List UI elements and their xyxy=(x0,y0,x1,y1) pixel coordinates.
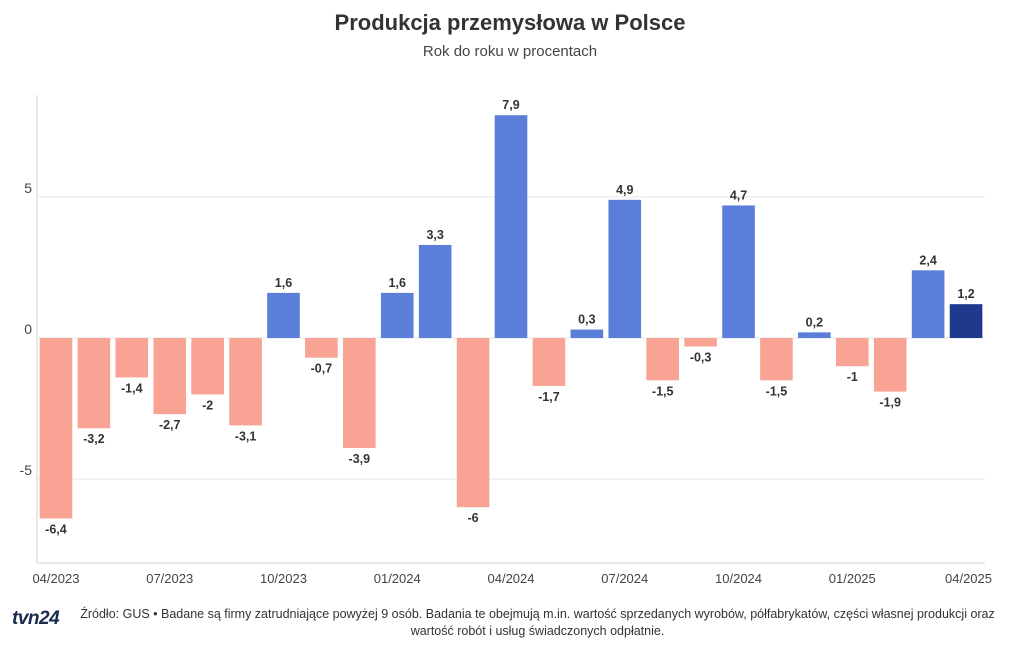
bar xyxy=(835,338,869,367)
bar xyxy=(77,338,111,429)
chart-subtitle: Rok do roku w procentach xyxy=(422,43,598,60)
tvn24-logo: tvn24 xyxy=(12,608,60,629)
bar xyxy=(646,338,679,381)
data-label: 7,9 xyxy=(502,98,519,112)
data-label: -2 xyxy=(202,398,213,412)
data-label: -3,9 xyxy=(349,452,371,466)
data-label: -1,4 xyxy=(121,381,143,395)
bar xyxy=(532,338,566,386)
bar xyxy=(684,338,717,347)
bar xyxy=(153,338,187,415)
data-label: 0,2 xyxy=(806,315,823,329)
x-tick-label: 04/2023 xyxy=(32,571,79,586)
data-label: 1,2 xyxy=(957,287,974,301)
bar xyxy=(570,329,604,338)
x-tick-label: 10/2023 xyxy=(260,571,307,586)
x-tick-label: 04/2025 xyxy=(945,571,992,586)
bar xyxy=(873,338,907,392)
bar xyxy=(798,332,831,338)
data-label: 1,6 xyxy=(275,276,292,290)
data-label: -2,7 xyxy=(159,418,181,432)
bar xyxy=(380,292,414,338)
data-label: -3,2 xyxy=(83,432,105,446)
data-label: -3,1 xyxy=(235,429,257,443)
data-label: 4,9 xyxy=(616,183,633,197)
data-label: 3,3 xyxy=(426,228,443,242)
bar xyxy=(343,338,376,448)
bar xyxy=(949,304,983,338)
bar xyxy=(760,338,793,381)
data-label: -0,3 xyxy=(690,350,712,364)
bar xyxy=(229,338,262,426)
data-label: -1,5 xyxy=(766,384,788,398)
x-tick-label: 01/2024 xyxy=(374,571,421,586)
data-label: -1,9 xyxy=(879,396,901,410)
bar xyxy=(267,292,300,338)
data-label: -6,4 xyxy=(45,522,67,536)
bar xyxy=(39,338,73,519)
data-label: -6 xyxy=(468,511,479,525)
y-tick-label: -5 xyxy=(20,462,33,478)
data-label: 0,3 xyxy=(578,313,595,327)
y-tick-label: 0 xyxy=(24,321,32,337)
chart-title: Produkcja przemysłowa w Polsce xyxy=(334,10,686,35)
bar xyxy=(911,270,945,338)
bar xyxy=(494,115,528,338)
data-label: 2,4 xyxy=(919,253,936,267)
bar xyxy=(456,338,490,508)
bar xyxy=(191,338,224,395)
x-tick-label: 01/2025 xyxy=(829,571,876,586)
x-tick-label: 10/2024 xyxy=(715,571,762,586)
data-label: -0,7 xyxy=(311,362,333,376)
data-label: -1,7 xyxy=(538,390,560,404)
bar xyxy=(115,338,149,378)
bar-chart: 5 0 -5 -6,4 -3,2 -1,4 -2,7 -2 -3,1 1,6 -0,7 -3,9 1,6… xyxy=(20,95,992,586)
source-note: Źródło: GUS • Badane są firmy zatrudniaj… xyxy=(80,607,995,638)
data-label: 4,7 xyxy=(730,188,747,202)
bar xyxy=(722,205,755,338)
bar xyxy=(305,338,338,358)
x-tick-label: 04/2024 xyxy=(488,571,535,586)
bar xyxy=(418,244,452,338)
x-tick-label: 07/2024 xyxy=(601,571,648,586)
bar xyxy=(608,199,642,338)
x-tick-label: 07/2023 xyxy=(146,571,193,586)
y-tick-label: 5 xyxy=(24,180,32,196)
data-label: 1,6 xyxy=(389,276,406,290)
data-label: -1 xyxy=(847,370,858,384)
data-label: -1,5 xyxy=(652,384,674,398)
